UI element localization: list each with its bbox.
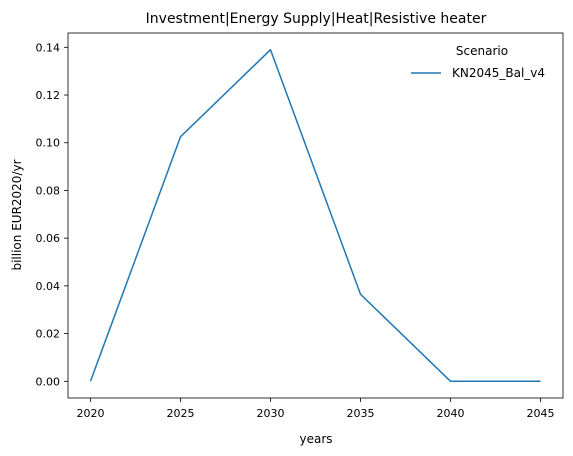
chart-title: Investment|Energy Supply|Heat|Resistive …	[146, 11, 487, 27]
y-tick-label: 0.12	[36, 89, 61, 102]
x-tick-label: 2020	[77, 407, 105, 420]
legend-label: KN2045_Bal_v4	[452, 66, 545, 80]
legend: Scenario KN2045_Bal_v4	[411, 44, 545, 80]
y-axis-label: billion EUR2020/yr	[10, 159, 24, 270]
y-tick-label: 0.02	[36, 328, 61, 341]
series-line	[89, 48, 541, 383]
x-tick-label: 2030	[257, 407, 285, 420]
plot-area	[67, 32, 564, 399]
x-axis-label: years	[299, 432, 332, 446]
y-tick-label: 0.14	[36, 41, 61, 54]
x-axis: 2020 2025 2030 2035 2040 2045	[77, 398, 555, 420]
x-tick-label: 2045	[527, 407, 555, 420]
y-tick-label: 0.04	[36, 280, 61, 293]
series-layer	[89, 48, 541, 383]
y-tick-label: 0.06	[36, 232, 61, 245]
y-tick-label: 0.10	[36, 137, 61, 150]
y-tick-label: 0.00	[36, 375, 61, 388]
x-tick-label: 2025	[167, 407, 195, 420]
y-tick-label: 0.08	[36, 184, 61, 197]
y-axis: 0.00 0.02 0.04 0.06 0.08 0.10 0.12 0.14	[36, 41, 68, 388]
x-tick-label: 2040	[437, 407, 465, 420]
x-tick-label: 2035	[347, 407, 375, 420]
legend-title: Scenario	[456, 44, 508, 58]
